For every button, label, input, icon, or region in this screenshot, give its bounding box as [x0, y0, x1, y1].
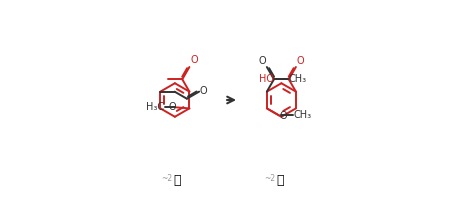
Text: O: O: [191, 55, 198, 65]
Text: O: O: [280, 111, 287, 121]
Text: CH₃: CH₃: [294, 110, 312, 120]
Text: ~2: ~2: [264, 174, 275, 183]
Text: 🧪: 🧪: [277, 174, 284, 187]
Text: 🧪: 🧪: [173, 174, 181, 187]
Text: O: O: [258, 56, 266, 66]
Text: CH₃: CH₃: [289, 74, 307, 84]
Text: HO: HO: [259, 74, 274, 84]
Text: O: O: [297, 56, 304, 66]
Text: ~2: ~2: [161, 174, 172, 183]
Text: O: O: [200, 86, 208, 96]
Text: H₃C: H₃C: [146, 102, 164, 112]
Text: O: O: [168, 102, 176, 112]
